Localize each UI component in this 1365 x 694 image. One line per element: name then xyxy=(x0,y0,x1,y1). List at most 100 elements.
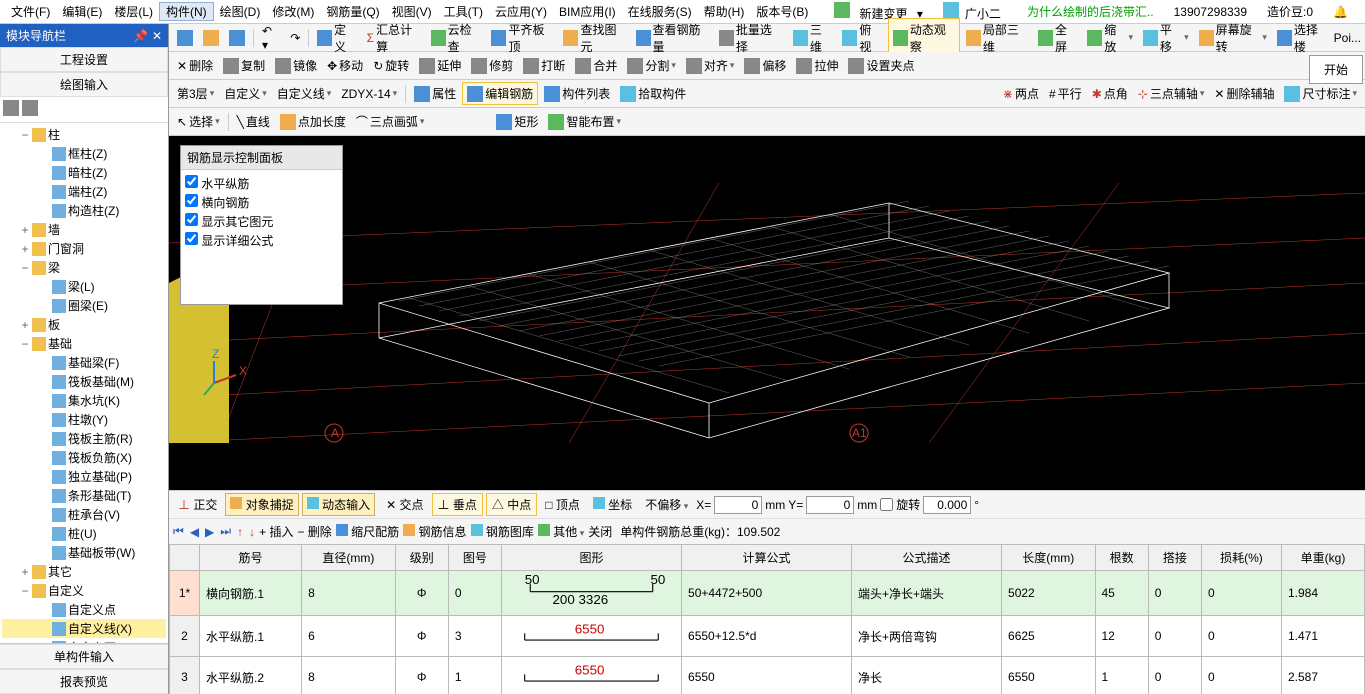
pan-btn[interactable]: 平移 xyxy=(1139,19,1193,57)
pin-icon[interactable]: 📌 xyxy=(133,29,148,43)
col-header[interactable]: 直径(mm) xyxy=(302,545,395,571)
cat-sel[interactable]: 自定义 xyxy=(220,83,271,104)
row-num[interactable]: 2 xyxy=(170,616,200,657)
cell[interactable]: 净长 xyxy=(852,657,1002,694)
line-btn[interactable]: ╲ 直线 xyxy=(233,111,274,132)
arc-btn[interactable]: ⌒ 三点画弧 xyxy=(352,111,429,132)
viewport[interactable]: X Z A A1 钢筋显示控制面板 水平纵筋 横向钢筋 显示其它图元 显示详细公… xyxy=(169,136,1365,490)
cell[interactable]: 6550 xyxy=(1002,657,1095,694)
up-icon[interactable]: ↑ xyxy=(237,525,243,539)
open-icon[interactable] xyxy=(199,28,223,48)
close-icon[interactable]: ✕ xyxy=(152,29,162,43)
local-3d-btn[interactable]: 局部三维 xyxy=(962,19,1032,57)
col-header[interactable]: 单重(kg) xyxy=(1281,545,1364,571)
save-icon[interactable] xyxy=(225,28,249,48)
cell[interactable]: 0 xyxy=(1148,657,1201,694)
level-btn[interactable]: 平齐板顶 xyxy=(487,19,557,57)
intersect-btn[interactable]: ✕ 交点 xyxy=(381,494,428,515)
tree-item[interactable]: 筏板负筋(X) xyxy=(2,448,166,467)
cell[interactable]: 12 xyxy=(1095,616,1148,657)
menu-view[interactable]: 视图(V) xyxy=(386,3,438,20)
tree-item[interactable]: 独立基础(P) xyxy=(2,467,166,486)
cell[interactable]: 5022 xyxy=(1002,571,1095,616)
cell[interactable]: 6 xyxy=(302,616,395,657)
col-header[interactable]: 长度(mm) xyxy=(1002,545,1095,571)
cell[interactable]: 0 xyxy=(1201,571,1281,616)
cell[interactable]: 6625 xyxy=(1002,616,1095,657)
scale-btn[interactable]: 缩尺配筋 xyxy=(336,523,399,540)
single-input[interactable]: 单构件输入 xyxy=(0,644,168,669)
stretch-btn[interactable]: 拉伸 xyxy=(792,55,842,76)
menu-bim[interactable]: BIM应用(I) xyxy=(553,3,622,20)
display-opt[interactable]: 显示其它图元 xyxy=(185,212,338,231)
tree-item[interactable]: 基础梁(F) xyxy=(2,353,166,372)
display-opt[interactable]: 水平纵筋 xyxy=(185,174,338,193)
3d-btn[interactable]: 三维 xyxy=(789,19,836,57)
menu-component[interactable]: 构件(N) xyxy=(159,2,214,21)
find-btn[interactable]: 查找图元 xyxy=(559,19,629,57)
rect-btn[interactable]: 矩形 xyxy=(492,111,542,132)
draw-input[interactable]: 绘图输入 xyxy=(0,72,168,97)
first-icon[interactable]: ⏮ xyxy=(173,524,184,539)
close-btn[interactable]: 关闭 xyxy=(588,523,612,540)
user-phone[interactable]: 13907298339 xyxy=(1168,5,1253,19)
select-btn[interactable]: ↖ 选择 xyxy=(173,111,224,132)
delete-btn[interactable]: − 删除 xyxy=(297,523,331,540)
dim-btn[interactable]: 尺寸标注 xyxy=(1280,83,1361,104)
component-tree[interactable]: −柱框柱(Z)暗柱(Z)端柱(Z)构造柱(Z)+墙+门窗洞−梁梁(L)圈梁(E)… xyxy=(0,123,168,643)
edit-steel-btn[interactable]: 编辑钢筋 xyxy=(462,82,538,105)
col-header[interactable]: 图形 xyxy=(502,545,682,571)
extend-len-btn[interactable]: 点加长度 xyxy=(276,111,350,132)
cell[interactable]: 0 xyxy=(1148,616,1201,657)
cell[interactable]: 3 xyxy=(448,616,501,657)
floor-sel[interactable]: 第3层 xyxy=(173,83,218,104)
ortho-btn[interactable]: ⊥ 正交 xyxy=(173,494,222,515)
vertex-btn[interactable]: □ 顶点 xyxy=(540,494,585,515)
tree-item[interactable]: −梁 xyxy=(2,258,166,277)
tree-item[interactable]: −自定义 xyxy=(2,581,166,600)
tree-item[interactable]: 桩承台(V) xyxy=(2,505,166,524)
cell[interactable]: 6550 xyxy=(682,657,852,694)
col-header[interactable]: 级别 xyxy=(395,545,448,571)
set-grip-btn[interactable]: 设置夹点 xyxy=(844,55,918,76)
cell[interactable]: Φ xyxy=(395,616,448,657)
pt-angle-btn[interactable]: ✱ 点角 xyxy=(1088,83,1132,104)
split-btn[interactable]: 分割 xyxy=(623,55,680,76)
cell[interactable]: Φ xyxy=(395,657,448,694)
rotate-btn[interactable]: ↻ 旋转 xyxy=(369,55,413,76)
tree-item[interactable]: 柱墩(Y) xyxy=(2,410,166,429)
dyn-input-btn[interactable]: 动态输入 xyxy=(302,493,375,516)
tree-item[interactable]: 构造柱(Z) xyxy=(2,201,166,220)
cell-shape[interactable]: 6550 xyxy=(502,657,682,694)
menu-help[interactable]: 帮助(H) xyxy=(698,3,751,20)
eng-settings[interactable]: 工程设置 xyxy=(0,47,168,72)
start-button[interactable]: 开始 xyxy=(1309,55,1363,84)
tree-item[interactable]: 筏板主筋(R) xyxy=(2,429,166,448)
report-preview[interactable]: 报表预览 xyxy=(0,669,168,694)
tree-item[interactable]: 自定义点 xyxy=(2,600,166,619)
tree-item[interactable]: 自定义线(X) xyxy=(2,619,166,638)
comp-list-btn[interactable]: 构件列表 xyxy=(540,83,614,104)
prev-icon[interactable]: ◀ xyxy=(190,525,199,539)
redo-icon[interactable]: ↷ xyxy=(286,29,304,47)
coord-btn[interactable]: 坐标 xyxy=(588,494,637,515)
cell[interactable]: 0 xyxy=(1201,616,1281,657)
tree-item[interactable]: −柱 xyxy=(2,125,166,144)
cell[interactable]: 1.471 xyxy=(1281,616,1364,657)
next-icon[interactable]: ▶ xyxy=(205,525,214,539)
zoom-btn[interactable]: 缩放 xyxy=(1083,19,1137,57)
pick-btn[interactable]: 拾取构件 xyxy=(616,83,690,104)
down-icon[interactable]: ↓ xyxy=(249,525,255,539)
menu-edit[interactable]: 编辑(E) xyxy=(56,3,108,20)
y-input[interactable] xyxy=(806,496,854,514)
type-sel[interactable]: 自定义线 xyxy=(273,83,336,104)
parallel-btn[interactable]: # 平行 xyxy=(1045,83,1086,104)
code-sel[interactable]: ZDYX-14 xyxy=(337,85,401,103)
move-btn[interactable]: ✥ 移动 xyxy=(323,55,367,76)
del-aux-btn[interactable]: ✕ 删除辅轴 xyxy=(1210,83,1278,104)
copy-btn[interactable]: 复制 xyxy=(219,55,269,76)
cell[interactable]: 净长+两倍弯钩 xyxy=(852,616,1002,657)
offset-btn[interactable]: 偏移 xyxy=(740,55,790,76)
menu-rebar[interactable]: 钢筋量(Q) xyxy=(320,3,385,20)
menu-file[interactable]: 文件(F) xyxy=(5,3,56,20)
